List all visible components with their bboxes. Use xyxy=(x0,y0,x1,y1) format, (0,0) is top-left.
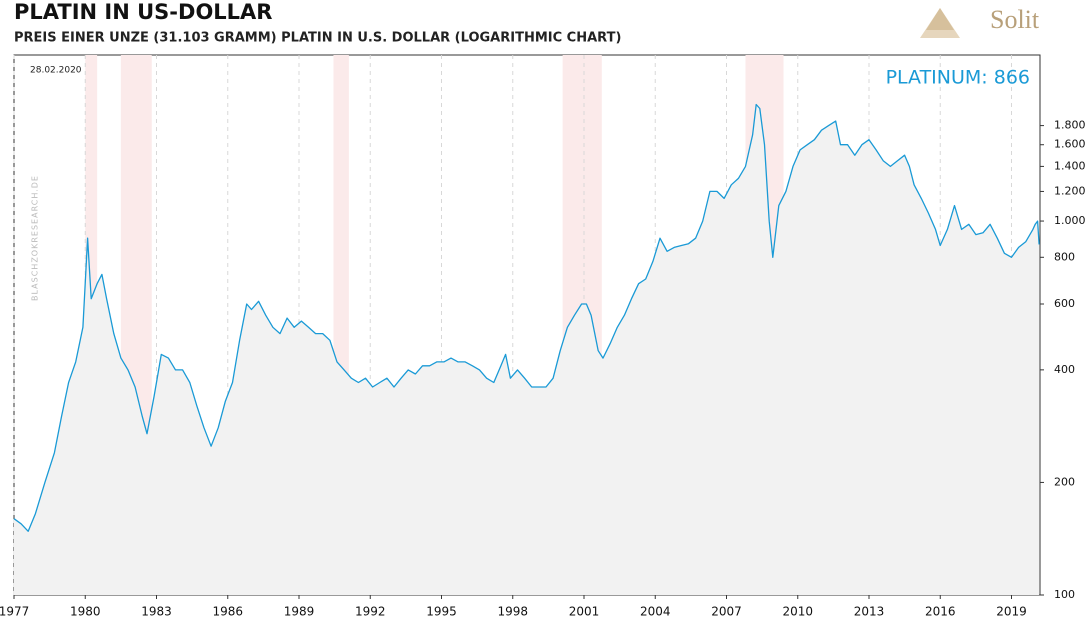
x-tick-label: 2019 xyxy=(996,605,1027,619)
y-tick-label: 1.200 xyxy=(1054,184,1086,197)
chart-title: PLATIN IN US-DOLLAR xyxy=(14,0,272,24)
logo-icon xyxy=(920,8,960,38)
x-tick-label: 1998 xyxy=(497,605,528,619)
chart-subtitle: PREIS EINER UNZE (31.103 GRAMM) PLATIN I… xyxy=(14,31,621,46)
y-tick-label: 1.400 xyxy=(1054,159,1086,172)
y-tick-label: 200 xyxy=(1054,475,1075,488)
x-tick-label: 1989 xyxy=(284,605,315,619)
x-tick-label: 1992 xyxy=(355,605,386,619)
x-tick-label: 1995 xyxy=(426,605,457,619)
x-tick-label: 2010 xyxy=(782,605,813,619)
y-tick-label: 100 xyxy=(1054,588,1075,601)
x-tick-label: 2007 xyxy=(711,605,742,619)
logo-text: Solit xyxy=(990,5,1040,34)
y-tick-label: 1.600 xyxy=(1054,138,1086,151)
x-tick-label: 2001 xyxy=(569,605,600,619)
x-tick-label: 1977 xyxy=(0,605,29,619)
price-annotation: PLATINUM: 866 xyxy=(886,67,1030,89)
price-line xyxy=(13,103,1040,532)
y-tick-label: 1.800 xyxy=(1054,119,1086,132)
watermark: BLASCHZOKRESEARCH.DE xyxy=(31,175,40,301)
x-tick-label: 1983 xyxy=(141,605,172,619)
y-tick-label: 1.000 xyxy=(1054,214,1086,227)
y-tick-label: 600 xyxy=(1054,297,1075,310)
price-area xyxy=(14,104,1040,595)
x-tick-label: 1980 xyxy=(70,605,101,619)
date-label: 28.02.2020 xyxy=(30,66,82,76)
y-tick-label: 800 xyxy=(1054,250,1075,263)
pyramid xyxy=(926,8,954,30)
plot-area xyxy=(13,55,1040,595)
x-tick-label: 2016 xyxy=(925,605,956,619)
x-tick-label: 2013 xyxy=(854,605,885,619)
y-tick-label: 400 xyxy=(1054,363,1075,376)
x-tick-label: 2004 xyxy=(640,605,671,619)
x-tick-label: 1986 xyxy=(212,605,243,619)
